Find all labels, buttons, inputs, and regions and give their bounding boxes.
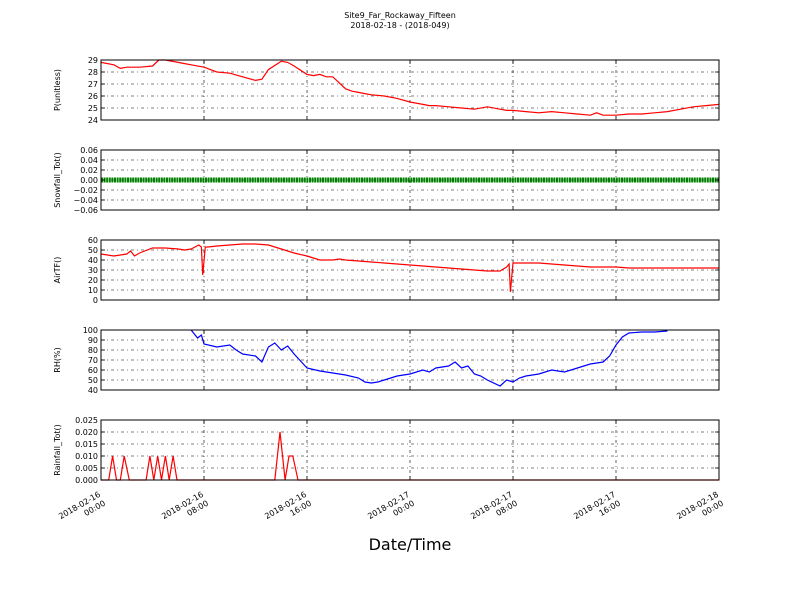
- y-axis-label: Snowfall_Tot(): [53, 152, 62, 208]
- y-tick-label: 0.00: [80, 176, 98, 185]
- y-tick-label: 60: [88, 236, 98, 245]
- subplot-1: 24 25 26 27 28 29 P(unitless): [53, 56, 720, 125]
- y-tick-label: 60: [88, 366, 98, 375]
- y-tick-label: 0.06: [80, 146, 98, 155]
- x-tick-label: 2018-02-1708:00: [469, 490, 519, 530]
- x-tick-label: 2018-02-1600:00: [57, 490, 107, 530]
- y-tick-label: 0.025: [75, 416, 98, 425]
- x-tick-label: 2018-02-1800:00: [675, 490, 725, 530]
- y-tick-label: 0.02: [80, 166, 98, 175]
- y-tick-label: 0.010: [75, 452, 98, 461]
- y-tick-label: 0: [93, 296, 98, 305]
- y-tick-label: 100: [83, 326, 98, 335]
- y-tick-label: 0.015: [75, 440, 98, 449]
- y-tick-label: 40: [88, 386, 98, 395]
- chart-title: Site9_Far_Rockaway_Fifteen: [344, 11, 456, 20]
- x-tick-label: 2018-02-1716:00: [572, 490, 622, 530]
- data-series-line: [100, 59, 720, 116]
- y-tick-label: 0.020: [75, 428, 98, 437]
- x-tick-label: 2018-02-1616:00: [263, 490, 313, 530]
- y-tick-label: 50: [88, 376, 98, 385]
- subplot-panels: 242526272829P(unitless)−0.06−0.04−0.020.…: [53, 56, 720, 485]
- y-tick-label: −0.06: [73, 206, 98, 215]
- x-tick-labels: 2018-02-1600:00 2018-02-1608:00 2018-02-16…: [57, 490, 725, 530]
- y-tick-label: 28: [88, 68, 98, 77]
- data-series-line: [100, 243, 719, 293]
- y-tick-label: 0.000: [75, 476, 98, 485]
- y-tick-label: 27: [88, 80, 98, 89]
- y-axis-label: AirTF(): [53, 257, 62, 284]
- x-tick-label: 2018-02-1700:00: [366, 490, 416, 530]
- subplot-5: 0.000 0.005 0.010 0.015 0.020 0.025 Rainfall_T…: [53, 416, 720, 485]
- y-tick-label: 50: [88, 246, 98, 255]
- x-axis-label: Date/Time: [369, 535, 452, 554]
- y-tick-label: 30: [88, 266, 98, 275]
- subplot-2: −0.06−0.04−0.020.000.020.040.06 Snowfall_…: [53, 146, 720, 215]
- x-tick-label: 2018-02-1608:00: [160, 490, 210, 530]
- y-tick-label: −0.04: [73, 196, 98, 205]
- y-tick-label: 80: [88, 346, 98, 355]
- y-tick-label: 25: [88, 104, 98, 113]
- y-tick-label: 0.005: [75, 464, 98, 473]
- y-tick-label: 10: [88, 286, 98, 295]
- y-tick-label: 70: [88, 356, 98, 365]
- y-tick-label: 24: [88, 116, 98, 125]
- y-tick-label: 20: [88, 276, 98, 285]
- y-axis-label: Rainfall_Tot(): [53, 424, 62, 476]
- y-tick-label: 26: [88, 92, 98, 101]
- y-tick-label: 29: [88, 56, 98, 65]
- y-tick-label: 40: [88, 256, 98, 265]
- chart-subtitle: 2018-02-18 - (2018-049): [350, 21, 449, 30]
- y-tick-label: −0.02: [73, 186, 98, 195]
- y-axis-label: RH(%): [53, 347, 62, 372]
- data-series-line: [190, 329, 668, 387]
- y-axis-label: P(unitless): [53, 69, 62, 111]
- y-tick-label: 0.04: [80, 156, 98, 165]
- y-tick-label: 90: [88, 336, 98, 345]
